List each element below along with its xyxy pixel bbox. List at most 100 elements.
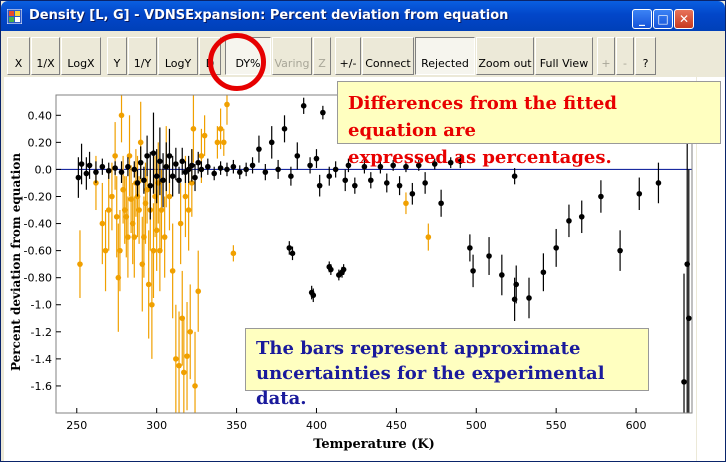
rejected-data-point (217, 126, 224, 132)
accepted-data-point (316, 182, 323, 189)
accepted-data-point (342, 177, 349, 184)
close-button[interactable]: ✕ (674, 9, 694, 29)
accepted-data-point (566, 218, 572, 224)
accepted-data-point (486, 253, 492, 259)
accepted-data-point (134, 180, 141, 186)
rejected-data-point (113, 213, 120, 220)
maximize-button[interactable]: □ (653, 9, 673, 29)
note-line: The bars represent approximate (256, 338, 581, 359)
accepted-data-point (422, 180, 428, 186)
accepted-data-point (236, 169, 243, 175)
accepted-data-point (526, 295, 532, 301)
accepted-data-point (326, 173, 333, 179)
rejected-data-point (136, 207, 142, 213)
accepted-data-point (598, 193, 604, 200)
accepted-data-point (340, 266, 347, 273)
plus-minus-button[interactable]: +/- (335, 37, 361, 75)
accepted-data-point (153, 173, 160, 179)
d-button[interactable]: D (199, 37, 221, 75)
rejected-data-point (181, 369, 187, 376)
accepted-data-point (288, 173, 294, 179)
y-tick-label: -0.80 (24, 272, 52, 285)
title-bar[interactable]: Density [L, G] - VDNSExpansion: Percent … (1, 1, 725, 31)
y-tick-label: 0.40 (28, 109, 53, 122)
uncertainty-explanation-note: The bars represent approximate uncertain… (245, 328, 649, 409)
accepted-data-point (185, 166, 192, 173)
rejected-data-point (105, 207, 112, 213)
accepted-data-point (157, 158, 163, 165)
reciprocal-x-button[interactable]: 1/X (31, 37, 60, 75)
zoom-out-button[interactable]: Zoom out (476, 37, 534, 75)
accepted-data-point (513, 281, 520, 288)
rejected-data-point (117, 247, 123, 254)
rejected-data-point (102, 247, 109, 254)
accepted-data-point (131, 166, 138, 173)
rejected-data-point (99, 220, 106, 227)
accepted-data-point (112, 165, 118, 171)
y-tick-label: 0.0 (35, 163, 53, 176)
app-icon (7, 9, 22, 24)
rejected-data-point (230, 250, 237, 257)
accepted-data-point (83, 170, 90, 177)
rejected-data-point (137, 139, 144, 146)
log-y-button[interactable]: LogY (158, 37, 198, 75)
zoom-out-small-button[interactable]: - (616, 37, 634, 75)
rejected-data-point (425, 234, 432, 240)
rejected-data-point (158, 207, 165, 213)
rejected-data-point (150, 247, 157, 254)
accepted-data-point (217, 165, 224, 171)
accepted-data-point (403, 163, 409, 170)
accepted-data-point (230, 163, 237, 170)
note-line: Differences from the fitted equation are (348, 93, 617, 141)
varing-button[interactable]: Varing (272, 37, 312, 75)
dy-percent-button[interactable]: DY% (225, 37, 271, 75)
accepted-data-point (313, 155, 320, 162)
accepted-data-point (617, 247, 623, 254)
minimize-button[interactable]: _ (632, 9, 652, 29)
z-button[interactable]: Z (313, 37, 331, 75)
accepted-data-point (195, 159, 202, 166)
percent-explanation-note: Differences from the fitted equation are… (337, 81, 721, 168)
y-button[interactable]: Y (107, 37, 127, 75)
rejected-data-point (189, 180, 195, 186)
accepted-data-point (160, 177, 166, 184)
rejected-data-point (77, 261, 83, 267)
log-x-button[interactable]: LogX (61, 37, 101, 75)
accepted-data-point (377, 163, 384, 170)
accepted-data-point (352, 182, 358, 189)
rejected-data-point (173, 356, 179, 362)
x-button[interactable]: X (7, 37, 30, 75)
connect-button[interactable]: Connect (362, 37, 414, 75)
accepted-data-point (192, 174, 198, 181)
accepted-data-point (243, 166, 249, 173)
accepted-data-point (150, 150, 157, 156)
full-view-button[interactable]: Full View (535, 37, 593, 75)
rejected-data-point (195, 288, 202, 295)
accepted-data-point (286, 245, 293, 251)
accepted-data-point (147, 182, 154, 189)
accepted-data-point (320, 109, 326, 116)
reciprocal-y-button[interactable]: 1/Y (128, 37, 157, 75)
accepted-data-point (345, 162, 352, 169)
rejected-data-point (224, 101, 230, 108)
rejected-data-point (177, 220, 184, 227)
rejected-data-point (153, 227, 160, 234)
rejected-data-point (166, 193, 173, 200)
accepted-data-point (328, 266, 334, 273)
help-button[interactable]: ? (635, 37, 656, 75)
accepted-data-point (275, 166, 281, 173)
accepted-data-point (390, 162, 396, 169)
rejected-data-point (182, 193, 189, 200)
accepted-data-point (268, 139, 275, 146)
rejected-data-point (220, 139, 227, 146)
x-tick-label: 250 (66, 419, 87, 432)
x-tick-label: 600 (626, 419, 647, 432)
accepted-data-point (99, 163, 106, 170)
rejected-button[interactable]: Rejected (415, 37, 475, 75)
x-tick-label: 400 (306, 419, 327, 432)
zoom-in-button[interactable]: + (597, 37, 615, 75)
y-tick-label: -0.60 (24, 245, 52, 258)
accepted-data-point (447, 159, 454, 166)
accepted-data-point (415, 162, 422, 169)
rejected-data-point (161, 234, 168, 240)
